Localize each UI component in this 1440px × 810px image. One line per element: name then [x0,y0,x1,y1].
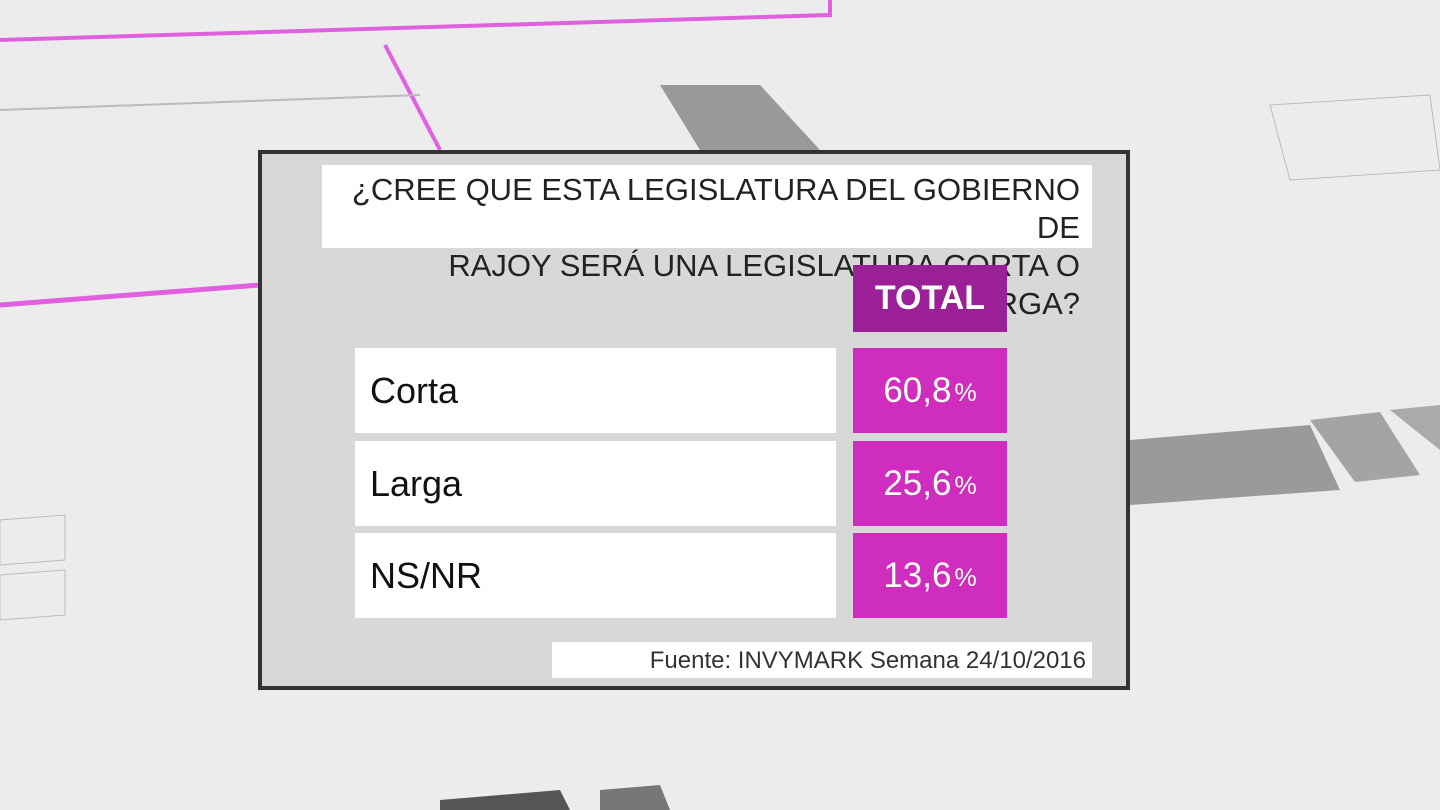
value: 60,8 [883,370,952,410]
unit: % [954,379,977,407]
source: Fuente: INVYMARK Semana 24/10/2016 [552,642,1092,678]
question-title: ¿CREE QUE ESTA LEGISLATURA DEL GOBIERNO … [322,165,1092,321]
title-line: ¿CREE QUE ESTA LEGISLATURA DEL GOBIERNO … [351,172,1080,245]
row-label: Corta [355,348,836,433]
row-label: Larga [355,441,836,526]
unit: % [954,472,977,500]
column-header: TOTAL [853,265,1007,332]
unit: % [954,564,977,592]
value: 13,6 [883,555,952,595]
row-value: 25,6% [853,441,1007,526]
row-value: 60,8% [853,348,1007,433]
row-value: 13,6% [853,533,1007,618]
row-label: NS/NR [355,533,836,618]
value: 25,6 [883,463,952,503]
